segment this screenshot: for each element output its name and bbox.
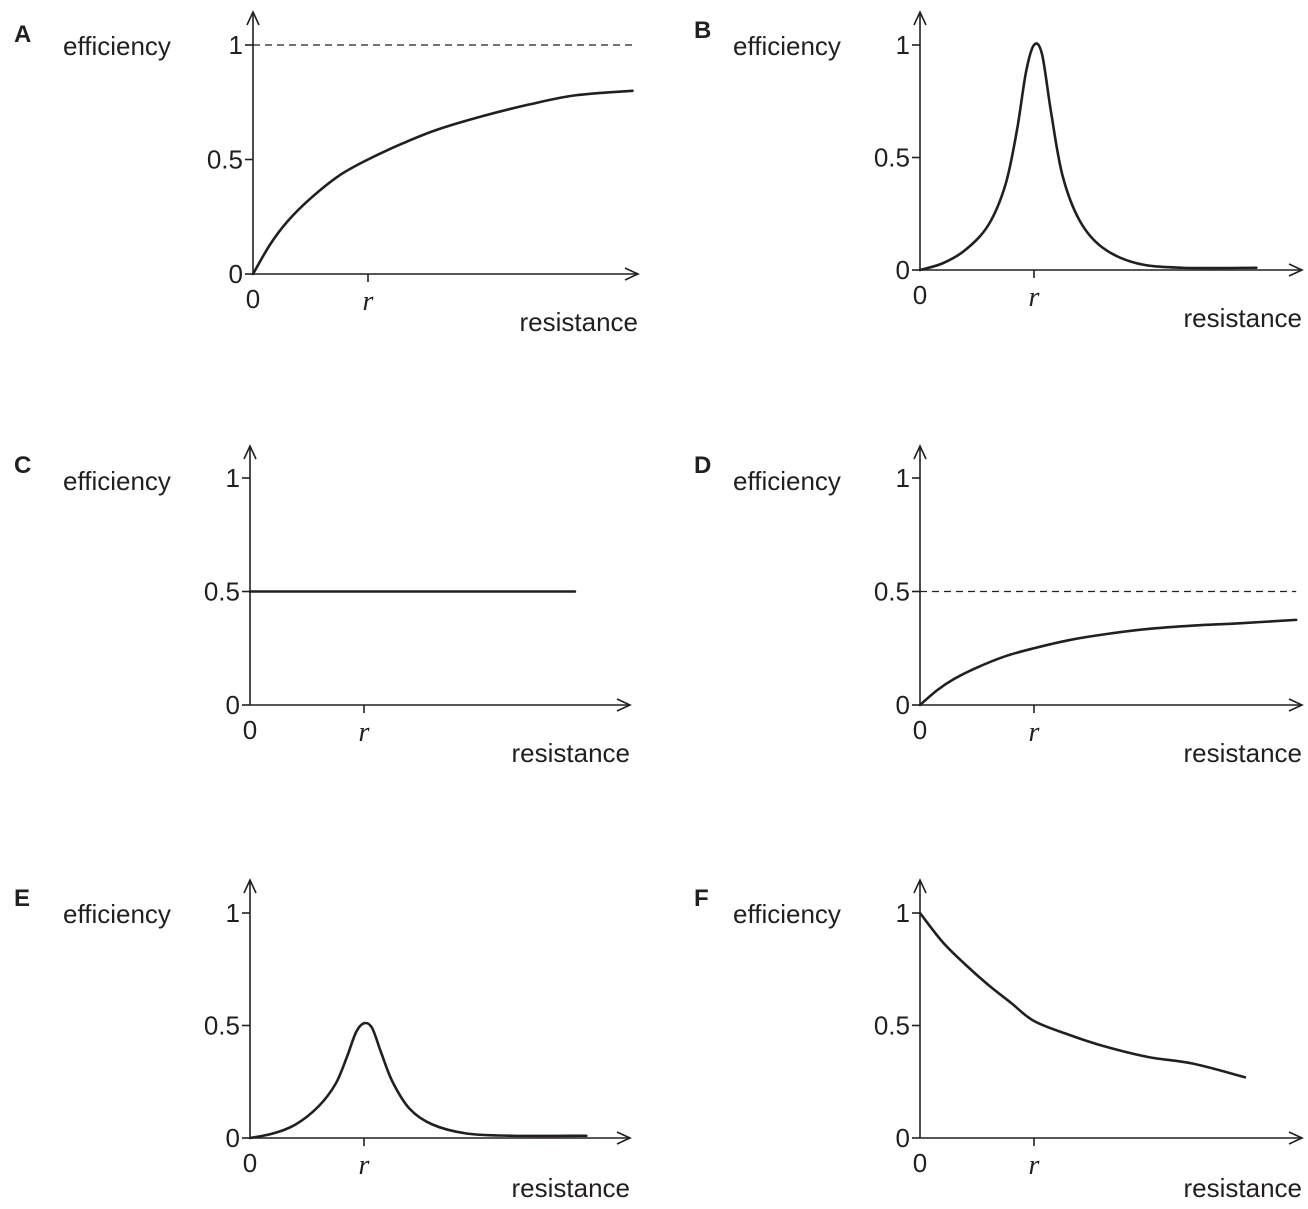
y-tick-label: 1 — [226, 463, 240, 493]
y-tick-label: 0.5 — [204, 577, 240, 607]
x-axis-arrow — [624, 267, 640, 281]
panel-letter: A — [14, 21, 31, 48]
y-axis-label: efficiency — [733, 466, 841, 496]
x-axis-label: resistance — [512, 738, 631, 768]
efficiency-curve — [251, 89, 634, 276]
panel-letter: D — [694, 452, 711, 479]
x-tick-label: 0 — [243, 715, 257, 745]
x-axis-label: resistance — [520, 307, 639, 337]
y-axis-label: efficiency — [63, 31, 171, 61]
y-axis-arrow — [243, 878, 257, 894]
y-tick-label: 0.5 — [874, 577, 910, 607]
y-axis-label: efficiency — [733, 31, 841, 61]
y-tick-label: 1 — [229, 30, 243, 60]
x-axis-arrow — [616, 698, 632, 712]
efficiency-curve — [918, 618, 1298, 707]
y-tick-label: 0 — [226, 690, 240, 720]
x-axis-arrow — [616, 1131, 632, 1145]
panel-letter: F — [694, 885, 709, 912]
x-tick-label: 0 — [913, 280, 927, 310]
x-tick-label: 0 — [246, 284, 260, 314]
y-tick-label: 0 — [896, 690, 910, 720]
x-tick-label: r — [359, 717, 370, 748]
x-tick-label: 0 — [243, 1148, 257, 1178]
x-tick-label: r — [363, 286, 374, 317]
y-tick-label: 0 — [896, 1123, 910, 1153]
efficiency-curve — [918, 911, 1247, 1079]
y-axis-arrow — [243, 444, 257, 460]
y-tick-label: 0.5 — [874, 143, 910, 173]
x-axis-arrow — [1288, 1131, 1304, 1145]
y-tick-label: 1 — [896, 898, 910, 928]
x-axis-label: resistance — [512, 1173, 631, 1203]
y-tick-label: 0 — [229, 259, 243, 289]
x-axis-label: resistance — [1184, 738, 1303, 768]
x-tick-label: 0 — [913, 1148, 927, 1178]
y-tick-label: 0 — [226, 1123, 240, 1153]
x-tick-label: r — [1029, 717, 1040, 748]
y-tick-label: 0.5 — [207, 145, 243, 175]
y-tick-label: 0.5 — [204, 1011, 240, 1041]
y-tick-label: 0.5 — [874, 1011, 910, 1041]
panel-letter: B — [694, 17, 711, 44]
y-axis-label: efficiency — [63, 466, 171, 496]
y-axis-label: efficiency — [63, 899, 171, 929]
panel-letter: E — [14, 885, 30, 912]
y-axis-arrow — [913, 10, 927, 26]
y-axis-arrow — [913, 444, 927, 460]
x-tick-label: r — [1029, 1150, 1040, 1181]
y-tick-label: 0 — [896, 255, 910, 285]
y-tick-label: 1 — [226, 898, 240, 928]
y-axis-arrow — [913, 878, 927, 894]
x-tick-label: r — [359, 1150, 370, 1181]
y-tick-label: 1 — [896, 463, 910, 493]
x-axis-arrow — [1288, 263, 1304, 277]
x-axis-arrow — [1288, 698, 1304, 712]
x-tick-label: 0 — [913, 715, 927, 745]
x-tick-label: r — [1029, 282, 1040, 313]
panel-letter: C — [14, 452, 31, 479]
y-axis-label: efficiency — [733, 899, 841, 929]
x-axis-label: resistance — [1184, 1173, 1303, 1203]
y-axis-arrow — [246, 10, 260, 26]
efficiency-curve — [248, 1021, 588, 1140]
efficiency-curve — [918, 42, 1258, 272]
y-tick-label: 1 — [896, 30, 910, 60]
x-axis-label: resistance — [1184, 303, 1303, 333]
